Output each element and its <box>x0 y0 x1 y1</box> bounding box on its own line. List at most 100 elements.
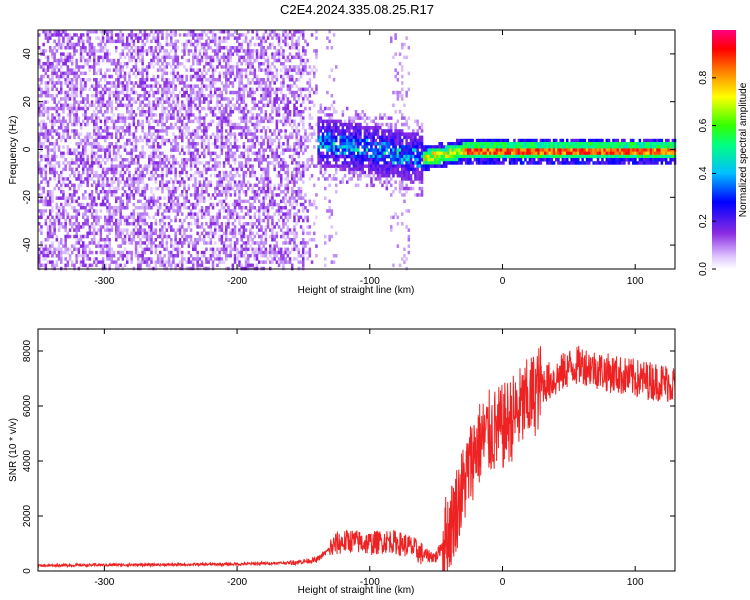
spectrogram-cell <box>75 241 78 245</box>
spectrogram-cell <box>233 199 237 204</box>
spectrogram-cell <box>121 167 125 172</box>
spectrogram-cell <box>255 129 259 133</box>
spectrogram-cell <box>302 49 305 53</box>
spectrogram-cell <box>126 254 129 258</box>
spectrogram-cell <box>152 126 155 130</box>
spectrogram-cell <box>128 49 131 53</box>
spectrogram-cell <box>249 183 252 188</box>
spectrogram-cell <box>233 161 237 165</box>
spectrogram-cell <box>57 254 61 258</box>
spectrogram-cell <box>220 234 224 239</box>
spectrogram-cell <box>88 174 92 178</box>
spectrogram-cell <box>66 151 70 156</box>
spectrogram-cell <box>46 135 50 140</box>
spectrogram-cell <box>57 161 61 165</box>
spectrogram-cell <box>273 33 276 37</box>
spectrogram-cell <box>172 97 175 101</box>
spectrogram-cell <box>51 119 54 124</box>
spectrogram-cell <box>84 247 87 252</box>
spectrogram-cell <box>38 170 41 175</box>
spectrogram-cell <box>71 62 74 66</box>
spectrogram-cell <box>38 62 41 66</box>
spectrogram-cell <box>141 33 144 37</box>
spectrogram-cell <box>255 190 259 194</box>
spectrogram-cell <box>154 186 158 191</box>
spectrogram-cell <box>187 186 191 191</box>
spectrogram-cell <box>227 116 230 120</box>
spectrogram-cell <box>286 234 290 239</box>
spectrogram-cell <box>269 90 272 95</box>
spectrogram-cell <box>200 122 204 127</box>
spectrogram-cell <box>198 119 202 124</box>
spectrogram-cell <box>280 52 283 56</box>
spectrogram-cell <box>236 36 239 40</box>
spectrogram-cell <box>189 132 193 136</box>
spectrogram-cell <box>79 142 83 146</box>
spectrogram-cell <box>271 52 274 56</box>
spectrogram-cell <box>293 110 296 114</box>
spectrogram-cell <box>282 212 285 216</box>
spectrogram-cell <box>121 254 125 258</box>
spectrogram-cell <box>165 206 169 210</box>
spectrogram-cell <box>222 65 226 69</box>
spectrogram-cell <box>139 30 142 34</box>
spectrogram-cell <box>101 247 105 252</box>
spectrogram-cell <box>238 180 241 184</box>
spectrogram-cell <box>194 196 197 200</box>
spectrogram-cell <box>236 202 239 207</box>
spectrogram-cell <box>200 84 204 88</box>
spectrogram-cell <box>293 238 296 242</box>
spectrogram-cell <box>79 33 83 37</box>
spectrogram-cell <box>165 106 169 111</box>
spectrogram-cell <box>143 193 147 197</box>
spectrogram-cell <box>119 55 122 60</box>
spectrogram-cell <box>108 254 111 258</box>
spectrogram-cell <box>143 87 147 92</box>
spectrogram-cell <box>108 151 111 156</box>
spectrogram-cell <box>297 49 301 53</box>
spectrogram-cell <box>284 65 287 69</box>
spectrogram-cell <box>60 84 63 88</box>
spectrogram-cell <box>126 116 129 120</box>
spectrogram-cell <box>225 62 228 66</box>
spectrogram-cell <box>126 164 129 168</box>
spectrogram-cell <box>185 199 188 204</box>
spectrogram-cell <box>258 100 261 104</box>
spectrogram-cell <box>93 52 96 56</box>
spectrogram-cell <box>132 148 136 152</box>
spectrogram-cell <box>260 97 263 101</box>
spectrogram-cell <box>264 39 268 44</box>
spectrogram-cell <box>251 87 254 92</box>
spectrogram-cell <box>231 209 235 213</box>
spectrogram-cell <box>236 241 239 245</box>
spectrogram-cell <box>260 238 263 242</box>
spectrogram-cell <box>240 180 243 184</box>
spectrogram-cell <box>266 68 270 72</box>
spectrogram-cell <box>242 231 246 236</box>
spectrogram-cell <box>93 199 96 204</box>
spectrogram-cell <box>227 145 230 149</box>
spectrogram-cell <box>269 145 272 149</box>
spectrogram-cell <box>280 62 283 66</box>
spectrogram-cell <box>137 183 140 188</box>
spectrogram-cell <box>57 30 61 34</box>
spectrogram-cell <box>295 90 298 95</box>
spectrogram-cell <box>40 186 43 191</box>
spectrogram-cell <box>236 254 239 258</box>
spectrogram-cell <box>185 215 188 220</box>
spectrogram-cell <box>264 247 268 252</box>
spectrogram-cell <box>84 161 87 165</box>
spectrogram-cell <box>271 148 274 152</box>
spectrogram-cell <box>77 74 81 79</box>
spectrogram-cell <box>227 148 230 152</box>
spectrogram-cell <box>196 167 199 172</box>
spectrogram-cell <box>77 228 81 232</box>
spectrogram-cell <box>145 84 149 88</box>
spectrogram-cell <box>172 161 175 165</box>
spectrogram-cell <box>299 190 303 194</box>
spectrogram-cell <box>286 71 290 76</box>
spectrogram-cell <box>227 55 230 60</box>
spectrogram-cell <box>97 126 100 130</box>
spectrogram-cell <box>156 199 160 204</box>
spectrogram-cell <box>209 55 213 60</box>
